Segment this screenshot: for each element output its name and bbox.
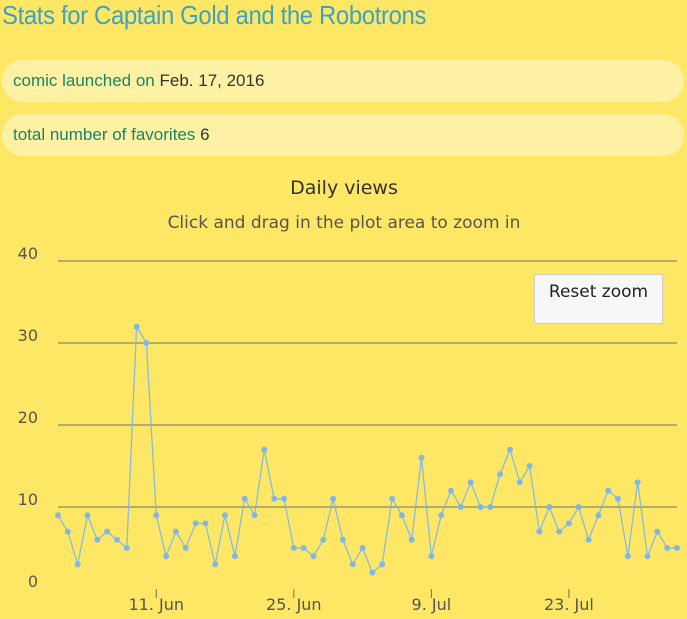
data-point[interactable] [624, 553, 631, 560]
data-point[interactable] [546, 504, 553, 510]
data-point[interactable] [664, 545, 671, 551]
data-point[interactable] [123, 545, 130, 551]
data-point[interactable] [438, 512, 445, 519]
data-point[interactable] [634, 479, 641, 486]
y-tick-label: 20 [18, 408, 38, 427]
data-point[interactable] [428, 553, 435, 560]
data-point[interactable] [487, 504, 494, 510]
data-point[interactable] [595, 512, 602, 519]
data-point[interactable] [398, 512, 405, 519]
data-point[interactable] [477, 504, 484, 510]
data-point[interactable] [222, 512, 228, 519]
daily-views-chart[interactable]: Daily views Click and drag in the plot a… [0, 166, 687, 619]
data-point[interactable] [330, 495, 337, 502]
series-views[interactable] [55, 323, 680, 576]
data-point[interactable] [300, 545, 307, 551]
data-point[interactable] [182, 545, 189, 551]
data-point[interactable] [644, 553, 651, 560]
data-point[interactable] [202, 520, 209, 527]
x-axis: 11. Jun 25. Jun 9. Jul 23. Jul [128, 589, 594, 614]
data-point[interactable] [143, 340, 150, 346]
data-point[interactable] [497, 471, 504, 478]
data-point[interactable] [310, 553, 317, 560]
data-point[interactable] [55, 512, 61, 519]
data-point[interactable] [231, 553, 238, 560]
data-point[interactable] [654, 528, 661, 535]
data-point[interactable] [379, 561, 386, 568]
data-point[interactable] [94, 536, 101, 543]
x-tick-label: 11. Jun [128, 595, 184, 614]
reset-zoom-button[interactable]: Reset zoom [534, 274, 663, 324]
y-tick-label: 30 [18, 326, 38, 345]
chart-title: Daily views [290, 177, 398, 199]
x-tick-label: 9. Jul [412, 595, 452, 614]
data-point[interactable] [585, 536, 592, 543]
data-point[interactable] [104, 528, 111, 535]
page-title: Stats for Captain Gold and the Robotrons [2, 0, 427, 30]
data-point[interactable] [565, 520, 572, 527]
data-point[interactable] [64, 528, 71, 535]
data-point[interactable] [163, 553, 170, 560]
data-point[interactable] [467, 479, 474, 486]
data-point[interactable] [408, 536, 415, 543]
data-point[interactable] [674, 545, 680, 551]
x-tick-label: 25. Jun [266, 595, 322, 614]
favorites-label: total number of favorites [13, 125, 196, 144]
data-point[interactable] [172, 528, 179, 535]
data-point[interactable] [192, 520, 199, 527]
data-point[interactable] [339, 536, 346, 543]
data-point[interactable] [84, 512, 91, 519]
data-point[interactable] [290, 545, 297, 551]
data-point[interactable] [153, 512, 160, 519]
data-point[interactable] [457, 504, 464, 510]
data-point[interactable] [271, 495, 278, 502]
data-point[interactable] [556, 528, 563, 535]
y-tick-label: 40 [18, 244, 38, 263]
data-point[interactable] [349, 561, 356, 568]
data-point[interactable] [369, 569, 376, 576]
data-point[interactable] [389, 495, 396, 502]
data-point[interactable] [74, 561, 81, 568]
data-point[interactable] [448, 487, 454, 494]
favorites-value: 6 [200, 125, 210, 144]
data-point[interactable] [359, 545, 366, 551]
y-tick-label: 10 [18, 490, 38, 509]
data-point[interactable] [241, 495, 248, 502]
data-point[interactable] [615, 495, 621, 502]
y-tick-label: 0 [28, 572, 38, 591]
series-line [57, 324, 677, 574]
launch-date-label: comic launched on [13, 71, 155, 90]
data-point[interactable] [575, 504, 582, 510]
data-point[interactable] [114, 536, 120, 543]
data-point[interactable] [212, 561, 219, 568]
data-point[interactable] [605, 487, 612, 494]
data-point[interactable] [133, 323, 140, 330]
data-point[interactable] [418, 454, 425, 461]
x-tick-label: 23. Jul [544, 595, 594, 614]
y-axis-labels: 0 10 20 30 40 [18, 244, 38, 591]
gridlines [58, 260, 677, 508]
data-point[interactable] [281, 495, 287, 502]
data-point[interactable] [261, 446, 268, 453]
data-point[interactable] [507, 446, 513, 453]
data-point[interactable] [526, 463, 533, 469]
data-point[interactable] [516, 479, 523, 486]
launch-date-value: Feb. 17, 2016 [159, 71, 265, 90]
data-point[interactable] [251, 512, 258, 519]
favorites-panel: total number of favorites 6 [2, 114, 684, 156]
data-point[interactable] [320, 536, 327, 543]
data-point[interactable] [536, 528, 543, 535]
chart-subtitle: Click and drag in the plot area to zoom … [168, 213, 521, 233]
chart-svg[interactable]: Daily views Click and drag in the plot a… [0, 166, 687, 619]
launch-date-panel: comic launched on Feb. 17, 2016 [2, 60, 684, 102]
